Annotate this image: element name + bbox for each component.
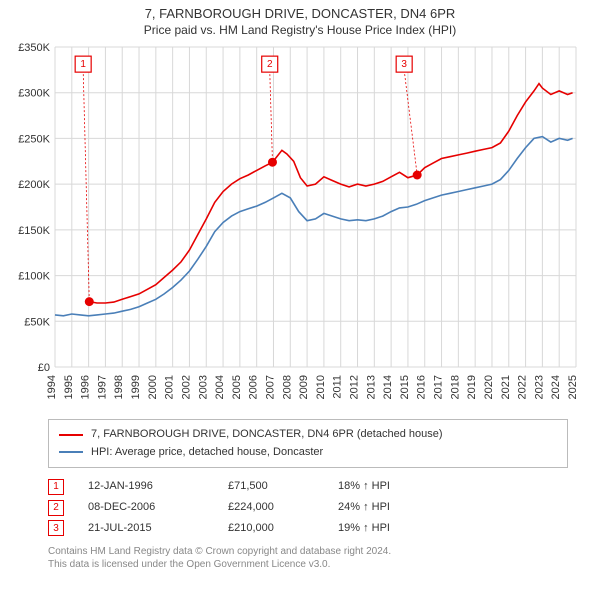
chart-title: 7, FARNBOROUGH DRIVE, DONCASTER, DN4 6PR	[10, 6, 590, 21]
tx-pct: 24% ↑ HPI	[338, 497, 458, 518]
svg-text:2023: 2023	[533, 375, 545, 399]
legend-swatch-hpi	[59, 451, 83, 453]
svg-text:2003: 2003	[197, 375, 209, 399]
tx-date: 12-JAN-1996	[88, 476, 228, 497]
tx-badge: 1	[48, 479, 64, 495]
svg-text:2014: 2014	[382, 375, 394, 399]
svg-text:2012: 2012	[349, 375, 361, 399]
svg-text:2007: 2007	[264, 375, 276, 399]
tx-date: 08-DEC-2006	[88, 497, 228, 518]
tx-price: £224,000	[228, 497, 338, 518]
svg-text:2009: 2009	[298, 375, 310, 399]
svg-text:3: 3	[401, 59, 407, 70]
svg-text:2: 2	[267, 59, 273, 70]
svg-text:£250K: £250K	[18, 133, 50, 145]
svg-text:2015: 2015	[399, 375, 411, 399]
tx-price: £210,000	[228, 518, 338, 539]
tx-row: 1 12-JAN-1996 £71,500 18% ↑ HPI	[48, 476, 568, 497]
svg-text:2001: 2001	[164, 375, 176, 399]
svg-text:1995: 1995	[63, 375, 75, 399]
svg-text:2004: 2004	[214, 375, 226, 399]
legend-label-property: 7, FARNBOROUGH DRIVE, DONCASTER, DN4 6PR…	[91, 426, 443, 444]
footer-line: This data is licensed under the Open Gov…	[48, 558, 568, 572]
tx-row: 3 21-JUL-2015 £210,000 19% ↑ HPI	[48, 518, 568, 539]
svg-text:£100K: £100K	[18, 271, 50, 283]
svg-text:2018: 2018	[449, 375, 461, 399]
svg-text:2000: 2000	[147, 375, 159, 399]
price-chart: £0 £50K £100K £150K £200K £250K £300K £350K 1994…	[10, 41, 590, 411]
tx-pct: 19% ↑ HPI	[338, 518, 458, 539]
svg-text:£300K: £300K	[18, 88, 50, 100]
svg-text:£150K: £150K	[18, 225, 50, 237]
svg-text:2005: 2005	[231, 375, 243, 399]
svg-text:2013: 2013	[365, 375, 377, 399]
svg-text:2002: 2002	[180, 375, 192, 399]
svg-text:2006: 2006	[248, 375, 260, 399]
svg-text:1: 1	[80, 59, 86, 70]
legend-row-hpi: HPI: Average price, detached house, Donc…	[59, 444, 557, 462]
tx-badge: 3	[48, 520, 64, 536]
svg-text:2011: 2011	[332, 375, 344, 399]
legend: 7, FARNBOROUGH DRIVE, DONCASTER, DN4 6PR…	[48, 419, 568, 468]
chart-subtitle: Price paid vs. HM Land Registry's House …	[10, 23, 590, 37]
tx-price: £71,500	[228, 476, 338, 497]
svg-text:2016: 2016	[416, 375, 428, 399]
svg-text:2017: 2017	[433, 375, 445, 399]
transactions-table: 1 12-JAN-1996 £71,500 18% ↑ HPI 2 08-DEC…	[48, 476, 568, 539]
svg-text:1997: 1997	[96, 375, 108, 399]
svg-text:2020: 2020	[483, 375, 495, 399]
svg-text:1994: 1994	[46, 375, 58, 399]
svg-text:£0: £0	[38, 362, 50, 374]
footer-line: Contains HM Land Registry data © Crown c…	[48, 545, 568, 559]
svg-text:2024: 2024	[550, 375, 562, 399]
attribution-footer: Contains HM Land Registry data © Crown c…	[48, 545, 568, 572]
tx-badge: 2	[48, 500, 64, 516]
tx-date: 21-JUL-2015	[88, 518, 228, 539]
legend-row-property: 7, FARNBOROUGH DRIVE, DONCASTER, DN4 6PR…	[59, 426, 557, 444]
svg-text:2022: 2022	[517, 375, 529, 399]
chart-title-block: 7, FARNBOROUGH DRIVE, DONCASTER, DN4 6PR…	[10, 6, 590, 37]
svg-text:1996: 1996	[80, 375, 92, 399]
svg-text:2019: 2019	[466, 375, 478, 399]
svg-text:2010: 2010	[315, 375, 327, 399]
tx-row: 2 08-DEC-2006 £224,000 24% ↑ HPI	[48, 497, 568, 518]
chart-svg: £0 £50K £100K £150K £200K £250K £300K £350K 1994…	[10, 41, 590, 411]
svg-text:£350K: £350K	[18, 42, 50, 54]
svg-text:2008: 2008	[281, 375, 293, 399]
svg-text:1999: 1999	[130, 375, 142, 399]
svg-text:1998: 1998	[113, 375, 125, 399]
legend-swatch-property	[59, 434, 83, 436]
svg-text:£200K: £200K	[18, 179, 50, 191]
svg-text:£50K: £50K	[24, 316, 50, 328]
svg-text:2025: 2025	[567, 375, 579, 399]
legend-label-hpi: HPI: Average price, detached house, Donc…	[91, 444, 323, 462]
svg-text:2021: 2021	[500, 375, 512, 399]
tx-pct: 18% ↑ HPI	[338, 476, 458, 497]
